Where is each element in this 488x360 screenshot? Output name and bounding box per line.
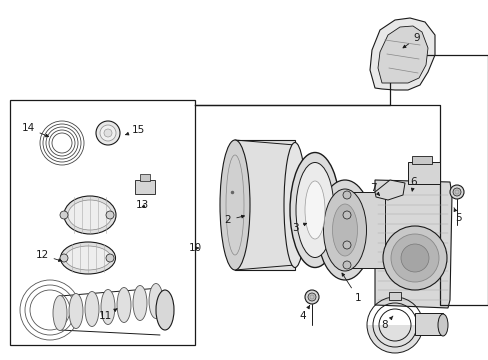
Ellipse shape (295, 162, 333, 257)
Bar (388, 292, 400, 300)
Ellipse shape (64, 196, 116, 234)
Text: 1: 1 (341, 273, 361, 303)
Text: 12: 12 (35, 250, 61, 261)
Text: 11: 11 (98, 309, 117, 321)
Ellipse shape (101, 289, 115, 324)
Circle shape (305, 290, 318, 304)
Circle shape (390, 234, 438, 282)
Text: 3: 3 (291, 223, 306, 233)
Ellipse shape (220, 140, 249, 270)
Circle shape (307, 293, 315, 301)
Bar (10, 100, 195, 345)
Ellipse shape (85, 292, 99, 327)
Wedge shape (366, 325, 422, 353)
Text: 7: 7 (369, 183, 379, 195)
Text: 15: 15 (125, 125, 144, 135)
Text: 13: 13 (135, 200, 148, 210)
Text: 10: 10 (188, 243, 201, 253)
Circle shape (342, 261, 350, 269)
Bar (411, 156, 431, 164)
Circle shape (104, 129, 112, 137)
Ellipse shape (65, 246, 111, 270)
Polygon shape (377, 26, 427, 83)
Circle shape (400, 244, 428, 272)
Circle shape (60, 254, 68, 262)
Ellipse shape (156, 290, 174, 330)
Text: 6: 6 (410, 177, 416, 191)
Ellipse shape (53, 296, 67, 330)
Ellipse shape (317, 180, 372, 280)
Ellipse shape (61, 242, 115, 274)
Text: 14: 14 (21, 123, 48, 137)
Bar (345, 192, 384, 268)
Text: 9: 9 (402, 33, 420, 48)
Bar (414, 313, 442, 335)
Ellipse shape (284, 143, 305, 267)
Bar (140, 174, 150, 181)
Ellipse shape (437, 314, 447, 336)
Circle shape (100, 125, 116, 141)
Polygon shape (369, 18, 434, 90)
Text: 4: 4 (299, 306, 309, 321)
Text: 2: 2 (224, 215, 244, 225)
Circle shape (382, 226, 446, 290)
Ellipse shape (323, 189, 366, 271)
Circle shape (106, 254, 114, 262)
Ellipse shape (117, 288, 131, 323)
Circle shape (342, 241, 350, 249)
Circle shape (452, 188, 460, 196)
Text: 8: 8 (381, 316, 392, 330)
Ellipse shape (149, 284, 163, 319)
Ellipse shape (332, 204, 357, 256)
Circle shape (60, 211, 68, 219)
Bar (407, 162, 439, 184)
Polygon shape (374, 180, 404, 200)
Ellipse shape (68, 200, 112, 230)
Circle shape (96, 121, 120, 145)
Circle shape (342, 191, 350, 199)
Circle shape (342, 211, 350, 219)
Circle shape (449, 185, 463, 199)
Ellipse shape (133, 285, 147, 320)
Ellipse shape (69, 293, 83, 328)
Polygon shape (374, 180, 451, 308)
Text: 5: 5 (453, 208, 460, 223)
Bar (235, 140, 294, 270)
Ellipse shape (305, 181, 325, 239)
Ellipse shape (289, 153, 339, 267)
Bar (135, 180, 155, 194)
Circle shape (106, 211, 114, 219)
